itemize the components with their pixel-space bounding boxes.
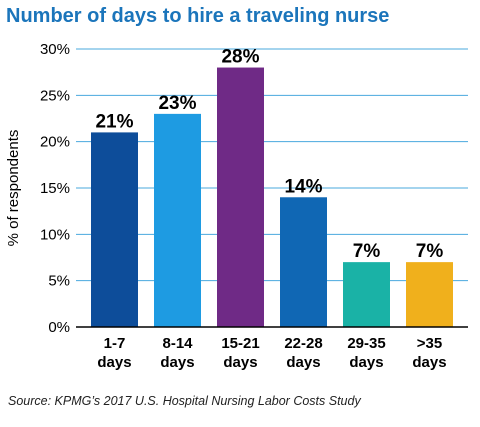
data-label: 23% (158, 93, 196, 114)
y-tick-label: 25% (40, 87, 70, 104)
gridlines (76, 48, 468, 282)
y-tick-label: 5% (48, 273, 70, 290)
x-tick-label: 1-7 days (97, 335, 131, 371)
x-tick-label-line: days (286, 354, 320, 371)
bar (91, 132, 138, 327)
bar (154, 113, 201, 327)
x-tick-label-line: days (412, 354, 446, 371)
x-tick-label-line: 22-28 (284, 335, 322, 352)
x-tick-label: 8-14 days (160, 335, 194, 371)
bars (91, 67, 453, 328)
y-tick-label: 15% (40, 180, 70, 197)
x-tick-label-line: days (97, 354, 131, 371)
y-axis-label: % of respondents (5, 130, 22, 247)
data-label: 28% (221, 47, 259, 68)
data-label: 7% (416, 241, 444, 262)
y-tick-label: 10% (40, 226, 70, 243)
data-label: 21% (95, 111, 133, 132)
x-tick-label-line: days (223, 354, 257, 371)
data-label: 14% (284, 176, 322, 197)
bar (280, 197, 327, 327)
x-tick-label: 15-21 days (221, 335, 259, 371)
x-tick-label-line: 1-7 (104, 335, 126, 352)
y-tick-label: 20% (40, 134, 70, 151)
data-label: 7% (353, 241, 381, 262)
x-tick-label-line: 29-35 (347, 335, 385, 352)
bar (217, 67, 264, 328)
y-axis-ticks: 0% 5% 10% 15% 20% 25% 30% (40, 41, 70, 336)
x-tick-label-line: days (349, 354, 383, 371)
x-tick-label-line: >35 (417, 335, 442, 352)
x-axis-ticks: 1-7 days 8-14 days 15-21 days 22-28 days 29-35 da… (97, 335, 446, 371)
bar (406, 262, 453, 327)
x-tick-label-line: days (160, 354, 194, 371)
x-tick-label: >35 days (412, 335, 446, 371)
x-tick-label-line: 8-14 (162, 335, 193, 352)
source-note: Source: KPMG’s 2017 U.S. Hospital Nursin… (8, 394, 361, 408)
x-tick-label-line: 15-21 (221, 335, 259, 352)
bar (343, 262, 390, 327)
x-tick-label: 29-35 days (347, 335, 385, 371)
data-labels: 21% 23% 28% 14% 7% 7% (95, 47, 443, 263)
x-tick-label: 22-28 days (284, 335, 322, 371)
y-tick-label: 30% (40, 41, 70, 58)
y-tick-label: 0% (48, 319, 70, 336)
chart-title: Number of days to hire a traveling nurse (6, 5, 390, 27)
